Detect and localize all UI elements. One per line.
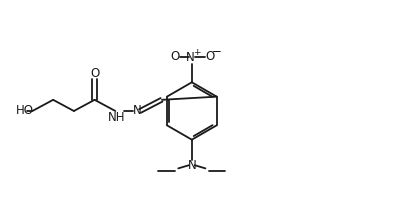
Text: O: O bbox=[90, 67, 99, 80]
Text: O: O bbox=[205, 50, 214, 63]
Text: N: N bbox=[132, 104, 141, 117]
Text: N: N bbox=[187, 159, 196, 172]
Text: HO: HO bbox=[16, 104, 34, 117]
Text: O: O bbox=[170, 50, 179, 63]
Text: −: − bbox=[211, 45, 221, 58]
Text: +: + bbox=[192, 48, 200, 56]
Text: N: N bbox=[186, 51, 194, 64]
Text: NH: NH bbox=[108, 111, 126, 124]
